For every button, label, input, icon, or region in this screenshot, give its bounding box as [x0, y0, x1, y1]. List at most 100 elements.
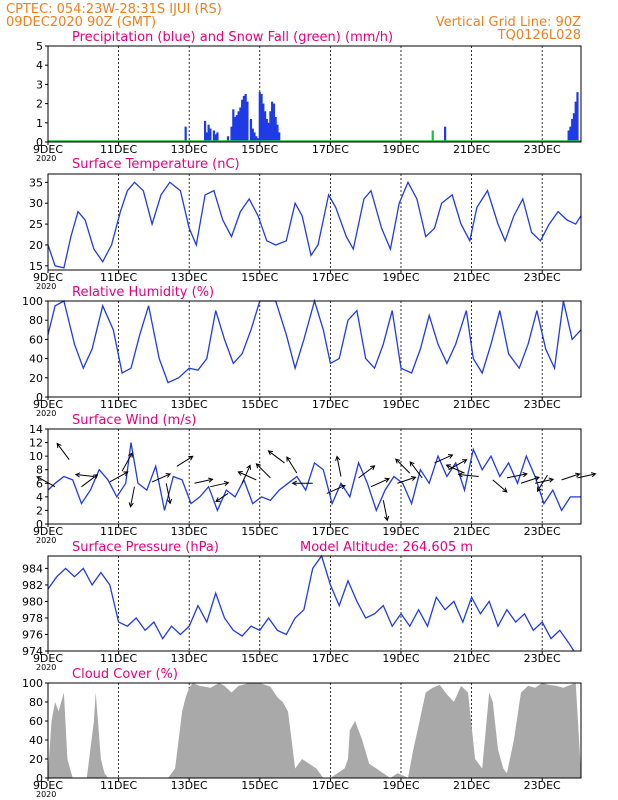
wind-x-label: 15DEC — [241, 525, 278, 538]
wind-arrow-head — [370, 465, 376, 471]
precip-x-label: 11DEC — [100, 143, 137, 156]
rh-title: Relative Humidity (%) — [72, 285, 214, 300]
wind-arrow — [382, 500, 388, 521]
wind-arrow — [336, 456, 342, 477]
cloud-x-label: 19DEC — [382, 779, 419, 792]
cloud-x-label: 15DEC — [241, 779, 278, 792]
wind-arrow-head — [286, 456, 292, 462]
wind-arrow — [121, 452, 133, 472]
rh-x-label: 9DEC — [33, 398, 63, 411]
precip-bar — [253, 132, 256, 142]
rh-x-label: 17DEC — [312, 398, 349, 411]
wind-arrow — [409, 461, 423, 479]
pressure-x-label: 13DEC — [171, 652, 208, 665]
cloud-y-label: 60 — [29, 715, 43, 728]
precip-bar — [572, 113, 576, 142]
wind-arrow — [434, 454, 453, 464]
wind-arrow-head — [56, 442, 62, 449]
wind-arrow — [537, 474, 548, 492]
wind-arrow-head — [590, 472, 597, 478]
wind-y-label: 10 — [29, 450, 43, 463]
wind-arrow — [326, 485, 346, 494]
temp-y-label: 30 — [29, 197, 43, 210]
wind-arrow — [129, 486, 135, 507]
precip-bar — [232, 109, 235, 142]
temp-x-label: 23DEC — [524, 271, 561, 284]
wind-arrow-head — [340, 484, 346, 490]
wind-y-label: 4 — [36, 491, 43, 504]
wind-arrow-head — [267, 450, 274, 456]
cloud-y-label: 100 — [22, 677, 43, 690]
wind-arrow-head — [384, 477, 390, 483]
precip-bar — [274, 117, 277, 142]
wind-arrow — [520, 476, 540, 484]
wind-arrow-head — [128, 452, 133, 458]
precip-x-label: 15DEC — [241, 143, 278, 156]
precip-bar — [239, 107, 242, 142]
wind-arrow — [238, 471, 257, 481]
header-run: 09DEC2020 90Z (GMT) — [6, 15, 156, 30]
pressure-y-label: 980 — [22, 595, 43, 608]
precip-bar — [263, 111, 267, 142]
temp-x-label: 13DEC — [171, 271, 208, 284]
wind-arrow — [268, 450, 285, 464]
precip-x-label: 23DEC — [524, 143, 561, 156]
header-model: TQ0126L028 — [497, 28, 581, 43]
wind-arrow-head — [462, 459, 468, 464]
precip-bar — [574, 101, 577, 142]
precip-frame — [47, 45, 582, 143]
wind-arrow-head — [188, 455, 194, 461]
precip-bar — [431, 130, 434, 142]
temp-line — [47, 180, 582, 269]
pressure-x-label: 19DEC — [382, 652, 419, 665]
rh-x-label: 21DEC — [453, 398, 490, 411]
pressure-year-label: 2020 — [36, 663, 56, 672]
wind-arrow-head — [522, 472, 528, 478]
precip-bar — [567, 130, 570, 142]
wind-x-label: 11DEC — [100, 525, 137, 538]
wind-arrow — [109, 471, 129, 483]
precip-bar — [256, 138, 260, 142]
precip-y-label: 4 — [36, 59, 43, 72]
rh-panel: 9DEC 11DEC 13DEC 15DEC 17DEC 19DEC 21DEC 23DEC 2… — [22, 295, 582, 418]
precip-panel: 9DEC 11DEC 13DEC 15DEC 17DEC 19DEC 21DEC 23DEC 2… — [33, 40, 582, 163]
temp-frame — [47, 173, 582, 271]
precip-bar — [571, 118, 574, 142]
wind-arrow-head — [255, 463, 261, 469]
wind-arrow — [358, 465, 375, 479]
precip-bar — [212, 130, 216, 142]
precip-bar — [230, 126, 233, 142]
pressure-y-label: 976 — [22, 628, 43, 641]
cloud-y-label: 80 — [29, 696, 43, 709]
wind-arrow — [492, 479, 508, 493]
precip-x-label: 17DEC — [312, 143, 349, 156]
rh-x-label: 13DEC — [171, 398, 208, 411]
wind-arrow — [256, 463, 271, 479]
precip-bar — [184, 126, 187, 142]
pressure-panel: 9DEC 11DEC 13DEC 15DEC 17DEC 19DEC 21DEC 23DEC 2… — [22, 554, 582, 672]
wind-arrow-head — [36, 476, 42, 481]
wind-arrow-head — [548, 477, 555, 483]
wind-y-label: 8 — [36, 464, 43, 477]
precip-bar — [205, 132, 208, 142]
precip-bar — [235, 115, 238, 142]
wind-arrow-head — [445, 464, 452, 469]
temp-title: Surface Temperature (nC) — [72, 157, 240, 172]
wind-x-label: 23DEC — [524, 525, 561, 538]
precip-x-label: 19DEC — [382, 143, 419, 156]
wind-x-label: 19DEC — [382, 525, 419, 538]
precip-bar — [576, 92, 579, 142]
wind-arrow — [165, 483, 171, 504]
wind-y-label: 2 — [36, 504, 43, 517]
wind-arrow — [215, 493, 229, 502]
cloud-panel: 9DEC 11DEC 13DEC 15DEC 17DEC 19DEC 21DEC 23DEC 2… — [22, 677, 582, 799]
wind-arrow-head — [536, 486, 542, 492]
temp-y-label: 15 — [29, 260, 43, 273]
header-station: CPTEC: 054:23W-28:31S IJUI (RS) — [6, 2, 222, 17]
wind-arrow-head — [93, 474, 99, 480]
precip-bar — [237, 111, 240, 142]
wind-y-label: 14 — [29, 423, 43, 436]
wind-arrow-head — [575, 472, 581, 478]
pressure-y-label: 978 — [22, 612, 43, 625]
